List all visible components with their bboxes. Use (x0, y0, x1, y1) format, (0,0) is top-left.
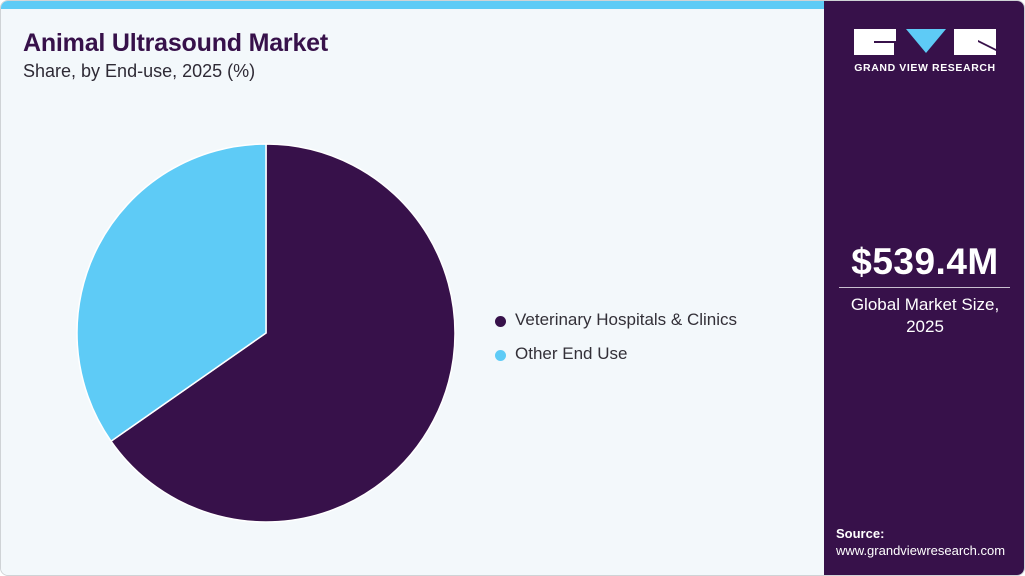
grand-view-research-logo-icon (854, 29, 996, 55)
pie-slice-veterinary-hospitals-clinics (109, 143, 456, 523)
pie-slice-other-end-use (76, 143, 267, 443)
chart-legend: Veterinary Hospitals & Clinics Other End… (495, 303, 737, 371)
source-link[interactable]: www.grandviewresearch.com (836, 543, 1006, 558)
legend-label: Veterinary Hospitals & Clinics (515, 310, 738, 329)
market-size-label-line1: Global Market Size, (850, 295, 1000, 314)
market-size-label: Global Market Size, 2025 (824, 294, 1024, 338)
chart-panel: Animal Ultrasound Market Share, by End-u… (1, 1, 824, 575)
pie-chart (76, 143, 456, 523)
brand-name: GRAND VIEW RESEARCH (854, 62, 996, 74)
legend-dot-icon (495, 315, 506, 327)
legend-dot-icon (495, 349, 506, 361)
divider (839, 287, 1010, 288)
legend-label: Other End Use (515, 344, 628, 363)
chart-subtitle: Share, by End-use, 2025 (%) (23, 61, 256, 81)
chart-title: Animal Ultrasound Market (23, 29, 328, 57)
source-label: Source: (836, 526, 885, 541)
info-sidebar: GRAND VIEW RESEARCH $539.4M Global Marke… (824, 1, 1024, 575)
legend-item-other-end-use: Other End Use (495, 337, 737, 371)
market-size-label-line2: 2025 (906, 317, 944, 336)
market-size-value: $539.4M (851, 241, 999, 282)
accent-top-bar (1, 1, 824, 9)
legend-item-veterinary-hospitals: Veterinary Hospitals & Clinics (495, 303, 737, 337)
